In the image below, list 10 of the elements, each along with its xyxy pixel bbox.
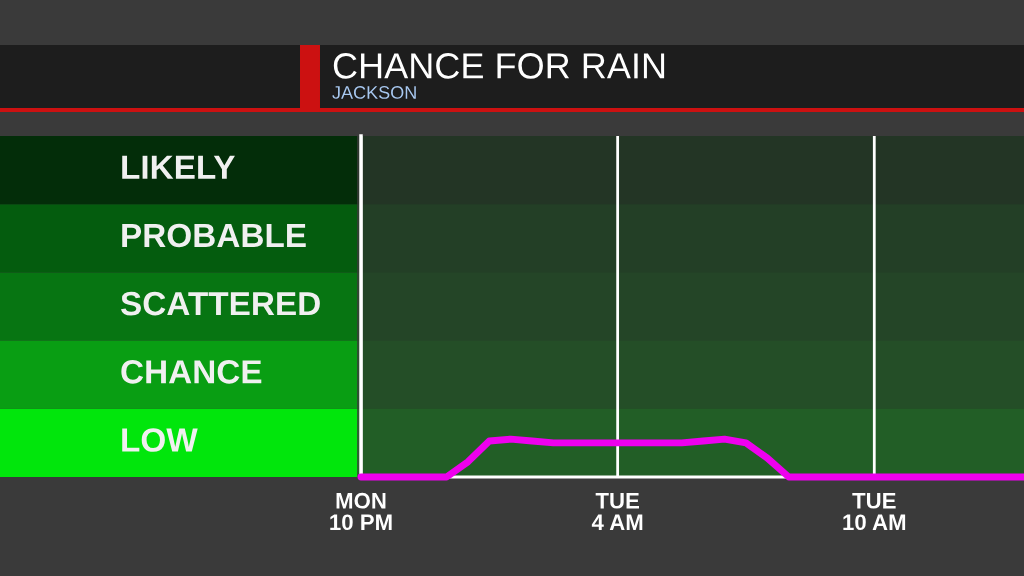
chart-subtitle: JACKSON [332, 86, 416, 99]
band-label: SCATTERED [120, 291, 320, 316]
x-tick-label: TUE 4 AM [591, 493, 643, 530]
band-label: LIKELY [122, 155, 235, 179]
band-label: PROBABLE [122, 223, 306, 248]
band-label: CHANCE [121, 360, 262, 384]
chart-title: CHANCE FOR RAIN [333, 53, 665, 79]
x-tick-label: TUE 10 AM [843, 493, 906, 531]
band-label: LOW [122, 428, 198, 452]
x-tick-label: MON 10 PM [330, 492, 392, 531]
